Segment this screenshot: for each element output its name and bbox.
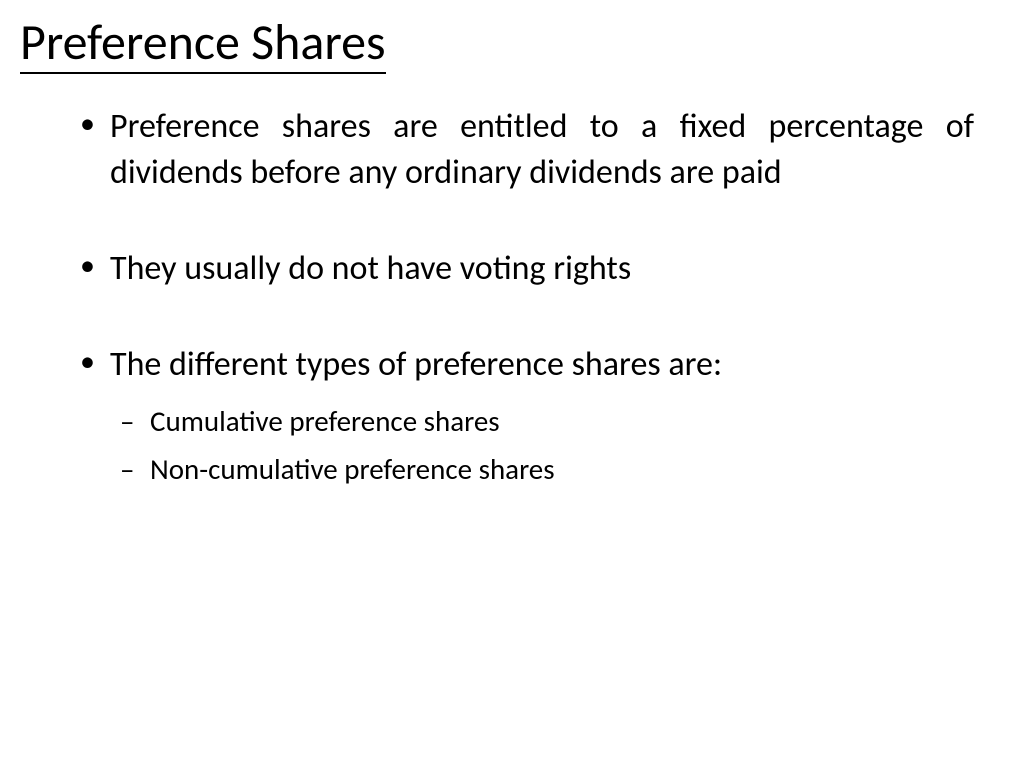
bullet-list: Preference shares are entitled to a fixe… <box>75 104 974 490</box>
sub-bullet-list: Cumulative preference shares Non-cumulat… <box>110 400 974 490</box>
sub-bullet-text: Non-cumulative preference shares <box>150 451 555 487</box>
slide-content: Preference shares are entitled to a fixe… <box>20 104 1004 490</box>
sub-bullet-item: Cumulative preference shares <box>110 400 974 442</box>
sub-bullet-text: Cumulative preference shares <box>150 403 500 439</box>
bullet-text: They usually do not have voting rights <box>110 248 631 289</box>
bullet-item: Preference shares are entitled to a fixe… <box>75 104 974 196</box>
bullet-item: They usually do not have voting rights <box>75 246 974 292</box>
sub-bullet-item: Non-cumulative preference shares <box>110 448 974 490</box>
bullet-item: The different types of preference shares… <box>75 342 974 490</box>
bullet-text: Preference shares are entitled to a fixe… <box>110 106 974 193</box>
bullet-text: The different types of preference shares… <box>110 344 722 385</box>
slide-title: Preference Shares <box>20 15 386 74</box>
